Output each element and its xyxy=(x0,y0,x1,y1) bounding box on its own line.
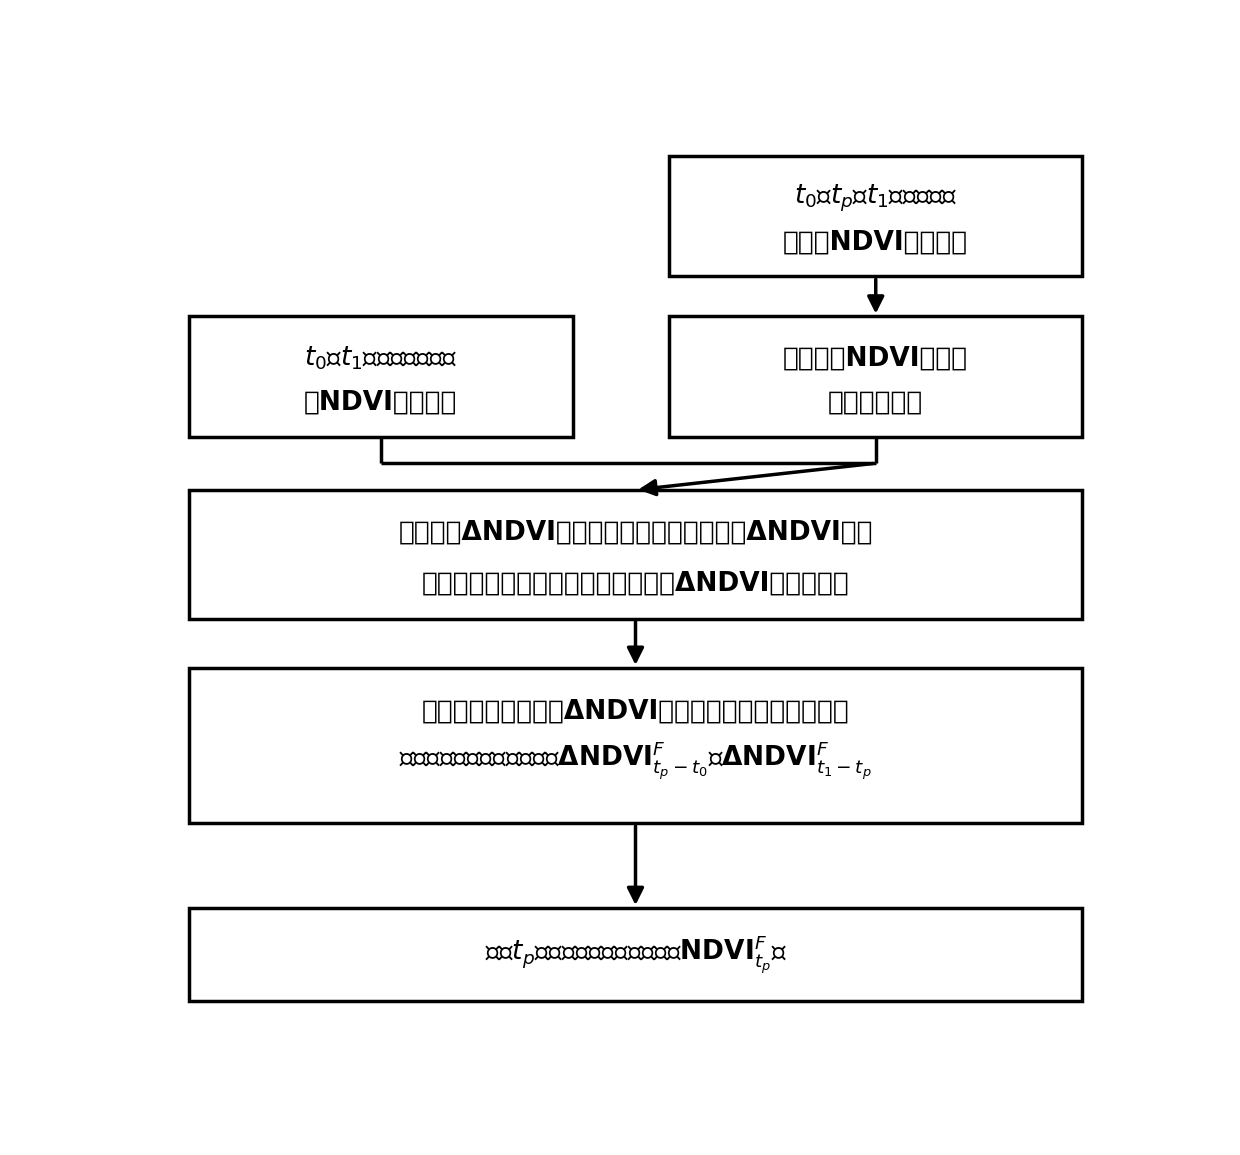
Text: $t_0$、$t_p$、$t_1$三个时期低: $t_0$、$t_p$、$t_1$三个时期低 xyxy=(794,182,957,214)
Bar xyxy=(670,316,1083,437)
Text: 低分辨率NDVI影像数: 低分辨率NDVI影像数 xyxy=(784,345,968,372)
Bar xyxy=(188,908,1083,1001)
Text: 计算$t_p$时期的高分辨率植被指数NDVI$^F_{t_p}$值: 计算$t_p$时期的高分辨率植被指数NDVI$^F_{t_p}$值 xyxy=(485,933,786,976)
Text: $t_0$、$t_1$两个时期高分辨: $t_0$、$t_1$两个时期高分辨 xyxy=(304,344,458,372)
Text: 分布直方图曲线进行聚类构建出增量ΔNDVI的分类图像: 分布直方图曲线进行聚类构建出增量ΔNDVI的分类图像 xyxy=(422,571,849,597)
Bar xyxy=(188,668,1083,824)
Text: 计算三种ΔNDVI增量影像，并统计三种增量ΔNDVI累积: 计算三种ΔNDVI增量影像，并统计三种增量ΔNDVI累积 xyxy=(398,520,873,545)
Text: 据降尺度处理: 据降尺度处理 xyxy=(828,390,924,416)
Text: 率NDVI影像数据: 率NDVI影像数据 xyxy=(304,390,458,416)
Bar xyxy=(188,316,573,437)
Text: 分辨率NDVI影像数据: 分辨率NDVI影像数据 xyxy=(784,230,968,255)
Bar xyxy=(670,156,1083,276)
Text: 构建高低分辨率增量ΔNDVI映射线性方程组，利用岭回: 构建高低分辨率增量ΔNDVI映射线性方程组，利用岭回 xyxy=(422,699,849,724)
Bar xyxy=(188,490,1083,619)
Text: 归方法计算出高分辨率增量ΔNDVI$^F_{t_p-t_0}$和ΔNDVI$^F_{t_1-t_p}$: 归方法计算出高分辨率增量ΔNDVI$^F_{t_p-t_0}$和ΔNDVI$^F… xyxy=(399,740,872,782)
